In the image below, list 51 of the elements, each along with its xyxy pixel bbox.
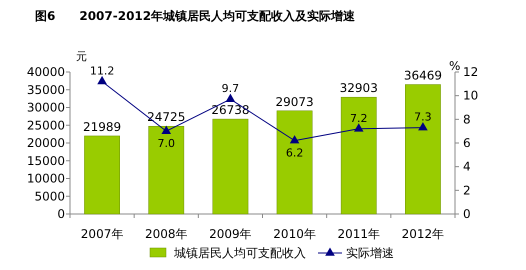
y-tick-label: 20000 <box>26 136 65 150</box>
y-tick-label: 15000 <box>26 154 65 168</box>
x-tick-label: 2010年 <box>273 227 316 241</box>
data-label: 7.2 <box>350 112 368 125</box>
x-tick-label: 2011年 <box>337 227 380 241</box>
y2-tick-label: 8 <box>463 112 471 126</box>
x-tick-label: 2008年 <box>144 227 188 241</box>
y-tick-label: 10000 <box>26 172 65 186</box>
bar <box>340 96 377 214</box>
data-label: 6.2 <box>286 146 304 160</box>
point <box>290 135 300 144</box>
point <box>97 76 107 84</box>
x-tick-label: 2007年 <box>80 227 124 241</box>
x-tick-label: 2012年 <box>402 227 444 241</box>
data-label: 24725 <box>147 110 186 124</box>
bar <box>148 126 184 214</box>
y2-tick-label: 4 <box>463 160 471 174</box>
y2-tick-label: 6 <box>463 136 471 150</box>
data-label: 29073 <box>275 94 314 109</box>
data-label: 36469 <box>404 68 442 83</box>
y-tick-label: 25000 <box>26 118 65 132</box>
chart-title: 图6 2007-2012年城镇居民人均可支配收入及实际增速 <box>35 9 356 23</box>
y2-tick-label: 2 <box>463 183 471 198</box>
bar <box>276 110 312 214</box>
y-tick-label: 0 <box>57 207 65 221</box>
bar <box>212 118 248 214</box>
y2-tick-label: 0 <box>463 207 471 221</box>
y-tick-label: 40000 <box>26 65 65 79</box>
bar <box>405 84 441 214</box>
data-label: 26738 <box>211 103 250 118</box>
y2-tick-label: 10 <box>463 88 478 103</box>
bar <box>84 136 120 214</box>
y-tick-label: 35000 <box>26 82 65 97</box>
data-label: 7.0 <box>158 137 175 150</box>
y2-axis-title: % <box>449 59 460 73</box>
point <box>161 126 172 134</box>
legend-label: 城镇居民人均可支配收入 <box>173 246 306 260</box>
y-tick-label: 5000 <box>34 189 65 204</box>
legend-label: 实际增速 <box>346 246 394 260</box>
y-axis-title: 元 <box>76 50 87 63</box>
y2-tick-label: 12 <box>463 65 478 79</box>
point <box>226 94 236 102</box>
data-label: 9.7 <box>222 82 240 96</box>
data-label: 21989 <box>82 120 122 134</box>
data-label: 7.3 <box>414 110 432 124</box>
y-tick-label: 30000 <box>26 100 65 114</box>
point <box>418 122 428 130</box>
x-tick-label: 2009年 <box>209 227 252 241</box>
data-label: 32903 <box>340 81 378 96</box>
data-label: 11.2 <box>90 64 114 78</box>
point <box>354 123 364 132</box>
